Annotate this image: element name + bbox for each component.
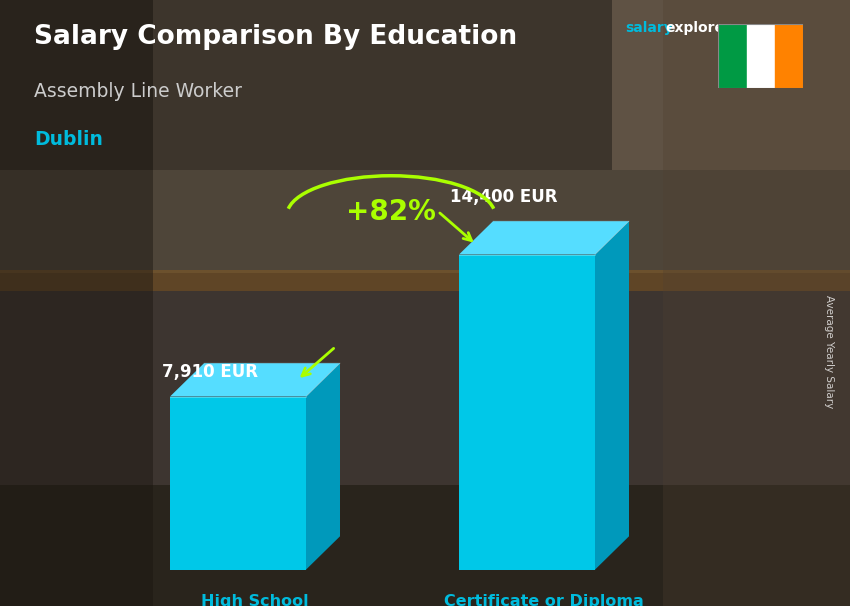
Text: +82%: +82%	[346, 198, 436, 226]
Text: Dublin: Dublin	[34, 130, 103, 149]
Bar	[0, 0, 612, 170]
Text: Salary Comparison By Education: Salary Comparison By Education	[34, 24, 517, 50]
Bar	[0, 0, 850, 170]
Bar	[775, 24, 803, 88]
Bar	[746, 24, 775, 88]
Text: 14,400 EUR: 14,400 EUR	[450, 188, 558, 206]
Bar	[0, 485, 850, 606]
Text: Assembly Line Worker: Assembly Line Worker	[34, 82, 242, 101]
Text: Average Yearly Salary: Average Yearly Salary	[824, 295, 834, 408]
Polygon shape	[306, 363, 340, 570]
Bar	[718, 24, 746, 88]
Text: Certificate or Diploma: Certificate or Diploma	[444, 594, 644, 606]
Polygon shape	[170, 363, 340, 396]
Bar	[0, 0, 153, 606]
Text: High School: High School	[201, 594, 309, 606]
Polygon shape	[459, 255, 595, 570]
Text: 7,910 EUR: 7,910 EUR	[162, 364, 258, 381]
Polygon shape	[170, 396, 306, 570]
Text: explorer.com: explorer.com	[666, 21, 767, 35]
Bar	[0, 270, 850, 291]
Polygon shape	[595, 221, 629, 570]
Text: salary: salary	[625, 21, 672, 35]
Bar	[663, 0, 850, 606]
Bar	[0, 0, 850, 273]
Polygon shape	[459, 221, 629, 255]
